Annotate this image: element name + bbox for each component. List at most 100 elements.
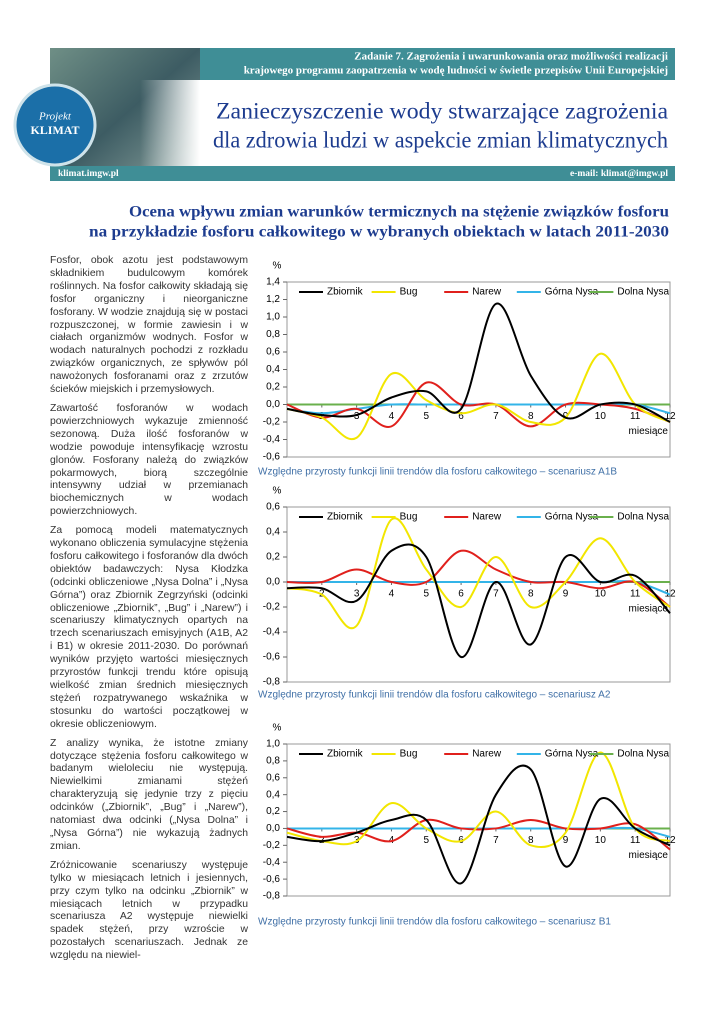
x-tick-label: 8 <box>528 589 534 600</box>
x-tick-label: 7 <box>493 835 499 846</box>
y-tick-label: 0,0 <box>266 577 280 588</box>
y-tick-label: 1,0 <box>266 312 280 323</box>
paragraph: Zróżnicowanie scenariuszy występuje tylk… <box>50 859 248 962</box>
y-tick-label: 0,6 <box>266 502 280 513</box>
y-tick-label: 0,4 <box>266 364 280 375</box>
task-line: krajowego programu zaopatrzenia w wodę l… <box>244 65 668 77</box>
y-tick-label: 0,6 <box>266 347 280 358</box>
x-tick-label: 3 <box>354 411 360 422</box>
y-tick-label: -0,2 <box>263 417 281 428</box>
plot-frame <box>286 281 671 458</box>
x-tick-label: 9 <box>563 589 569 600</box>
x-tick-label: 6 <box>458 411 464 422</box>
x-tick-label: 6 <box>458 589 464 600</box>
x-tick-label: 7 <box>493 589 499 600</box>
y-tick-label: -0,6 <box>263 452 281 463</box>
y-tick-label: 0,2 <box>266 382 280 393</box>
x-tick-label: 7 <box>493 411 499 422</box>
paragraph: Zawartość fosforanów w wodach powierzchn… <box>50 402 248 518</box>
y-axis-label: % <box>273 261 282 272</box>
x-axis-label: miesiące <box>629 850 669 861</box>
y-tick-label: 0,0 <box>266 823 280 834</box>
x-tick-label: 5 <box>423 835 429 846</box>
paragraph: Z analizy wynika, że istotne zmiany doty… <box>50 737 248 852</box>
y-tick-label: 0,8 <box>266 329 280 340</box>
x-tick-label: 10 <box>595 589 607 600</box>
legend-label: Narew <box>472 287 502 298</box>
legend-label: Górna Nysa <box>545 749 599 760</box>
text-column: Fosfor, obok azotu jest podstawowym skła… <box>50 255 248 969</box>
y-tick-label: 1,0 <box>266 739 280 750</box>
chart-caption: Względne przyrosty funkcji linii trendów… <box>258 917 611 928</box>
legend-label: Zbiornik <box>327 287 364 298</box>
chart-caption: Względne przyrosty funkcji linii trendów… <box>258 690 611 701</box>
plot-frame <box>286 506 671 683</box>
logo-text: KLIMAT <box>30 123 79 137</box>
y-tick-label: 0,4 <box>266 789 280 800</box>
y-tick-label: -0,6 <box>263 874 281 885</box>
chart-caption: Względne przyrosty funkcji linii trendów… <box>258 467 617 478</box>
y-tick-label: -0,4 <box>263 627 281 638</box>
x-axis-label: miesiące <box>629 604 669 615</box>
legend-label: Dolna Nysa <box>617 512 669 523</box>
legend-label: Dolna Nysa <box>617 749 669 760</box>
legend-label: Zbiornik <box>327 749 364 760</box>
y-tick-label: 0,8 <box>266 756 280 767</box>
y-tick-label: 1,4 <box>266 277 280 288</box>
x-tick-label: 12 <box>664 835 676 846</box>
x-tick-label: 8 <box>528 411 534 422</box>
x-axis-label: miesiące <box>629 426 669 437</box>
x-tick-label: 3 <box>354 589 360 600</box>
x-tick-label: 5 <box>423 589 429 600</box>
y-tick-label: 0,2 <box>266 806 280 817</box>
paragraph: Fosfor, obok azotu jest podstawowym skła… <box>50 255 248 396</box>
y-tick-label: 1,2 <box>266 294 280 305</box>
x-tick-label: 10 <box>595 835 607 846</box>
y-axis-label: % <box>273 723 282 734</box>
series-line <box>286 764 671 885</box>
y-axis-label: % <box>273 486 282 497</box>
title-line: Zanieczyszczenie wody stwarzające zagroż… <box>216 98 668 123</box>
x-tick-label: 9 <box>563 835 569 846</box>
y-tick-label: 0,2 <box>266 552 280 563</box>
legend-label: Dolna Nysa <box>617 287 669 298</box>
paragraph: Za pomocą modeli matematycznych wykonano… <box>50 525 248 730</box>
y-tick-label: 0,6 <box>266 772 280 783</box>
website: klimat.imgw.pl <box>58 169 119 179</box>
x-tick-label: 12 <box>664 589 676 600</box>
series-line <box>286 549 671 608</box>
y-tick-label: -0,4 <box>263 434 281 445</box>
y-tick-label: 0,0 <box>266 399 280 410</box>
y-tick-label: -0,6 <box>263 652 281 663</box>
legend-label: Górna Nysa <box>545 512 599 523</box>
y-tick-label: -0,8 <box>263 891 281 902</box>
legend-label: Bug <box>400 749 418 760</box>
y-tick-label: -0,4 <box>263 857 281 868</box>
subtitle-line: Ocena wpływu zmian warunków termicznych … <box>129 204 669 221</box>
legend-label: Bug <box>400 287 418 298</box>
series-line <box>286 302 671 423</box>
series-line <box>286 352 671 441</box>
x-tick-label: 4 <box>389 589 395 600</box>
x-tick-label: 11 <box>630 835 641 846</box>
y-tick-label: -0,2 <box>263 840 281 851</box>
x-tick-label: 12 <box>664 411 676 422</box>
y-tick-label: -0,8 <box>263 677 281 688</box>
y-tick-label: 0,4 <box>266 527 280 538</box>
plot-frame <box>286 743 671 897</box>
logo-text: Projekt <box>38 111 72 123</box>
x-tick-label: 8 <box>528 835 534 846</box>
legend-label: Górna Nysa <box>545 287 599 298</box>
x-tick-label: 5 <box>423 411 429 422</box>
charts: %-0,6-0,4-0,20,00,20,40,60,81,01,21,42 3 4… <box>258 261 676 928</box>
legend-label: Narew <box>472 749 502 760</box>
legend-label: Bug <box>400 512 418 523</box>
subtitle-line: na przykładzie fosforu całkowitego w wyb… <box>89 224 669 241</box>
y-tick-label: -0,2 <box>263 602 281 613</box>
series-line <box>286 517 671 630</box>
task-line: Zadanie 7. Zagrożenia i uwarunkowania or… <box>354 51 668 63</box>
x-tick-label: 11 <box>630 411 641 422</box>
bottom-band <box>50 166 675 181</box>
